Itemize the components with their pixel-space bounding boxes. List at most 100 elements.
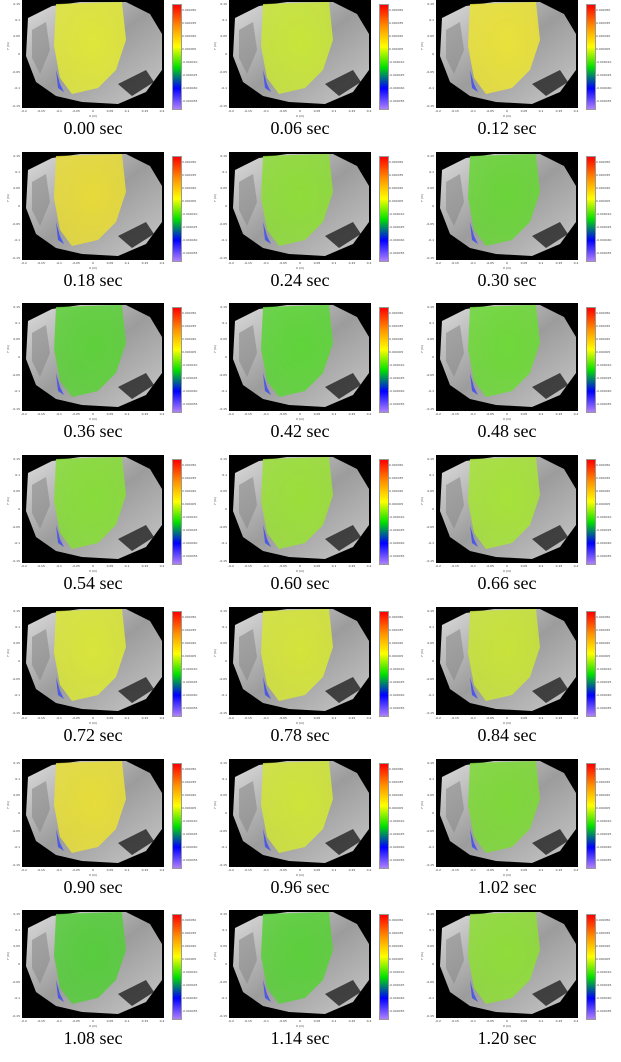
heatmap-overlay	[440, 912, 576, 1015]
y-tick-label: -0.15	[219, 407, 227, 412]
colorbar-ticks: 0.000050 0.000035 0.000020 0.000005 -0.00001…	[596, 305, 620, 413]
colorbar-tick-label: -0.000055	[389, 99, 405, 103]
frame-caption: 0.36 sec	[63, 421, 123, 442]
x-tick-label: 0.1	[331, 1019, 337, 1024]
colorbar-tick-label: -0.000055	[389, 402, 405, 407]
x-tick-label: 0	[506, 260, 508, 265]
x-axis-label: X (m)	[296, 114, 305, 118]
frame-panel: 0.15 0.1 0.05 0 -0.05 -0.1 -0.15 -0.2 -0.15 -0.1-…	[0, 303, 207, 455]
y-axis-label: Y (m)	[6, 41, 11, 51]
colorbar-tick-label: -0.000025	[389, 679, 405, 684]
y-axis-label: Y (m)	[6, 193, 11, 202]
y-tick-label: 0.05	[220, 337, 227, 342]
x-tick-label: 0	[299, 564, 301, 569]
colorbar-tick-label: 0.000050	[182, 463, 197, 468]
x-axis-label: X (m)	[296, 417, 305, 422]
y-tick-label: 0	[18, 810, 20, 815]
y-axis-ticks: 0.15 0.1 0.05 0 -0.05 -0.1 -0.15	[209, 607, 229, 715]
colorbar-tick-label: 0.000005	[182, 198, 197, 203]
x-axis-ticks: -0.2 -0.15 -0.1 -0.05 0 0.05 0.1 0.15 0.2	[21, 715, 164, 722]
y-axis-ticks: 0.15 0.1 0.05 0 -0.05 -0.1 -0.15	[2, 607, 22, 715]
x-tick-label: 0.05	[106, 109, 114, 113]
y-tick-label: -0.15	[426, 255, 434, 260]
y-tick-label: -0.05	[426, 980, 434, 985]
colorbar-tick-label: -0.000010	[389, 363, 405, 368]
x-tick-label: 0.2	[366, 109, 372, 113]
x-tick-label: -0.15	[451, 109, 459, 113]
heat-region	[54, 608, 126, 701]
x-tick-label: -0.1	[263, 867, 269, 872]
heatmap-plot	[22, 151, 164, 260]
y-axis-label: Y (m)	[420, 952, 425, 961]
y-axis-label: Y (m)	[213, 952, 218, 961]
y-axis-label: Y (m)	[213, 41, 218, 51]
y-tick-label: 0.05	[13, 640, 20, 645]
colorbar-tick-label: 0.000035	[389, 21, 404, 25]
y-tick-label: 0.1	[15, 169, 20, 174]
x-tick-label: 0.05	[106, 715, 114, 720]
colorbar-tick-label: 0.000020	[182, 792, 197, 797]
colorbar	[172, 610, 182, 717]
y-tick-label: -0.05	[426, 525, 434, 530]
y-tick-label: -0.15	[426, 710, 434, 715]
y-tick-label: 0.05	[427, 489, 434, 494]
colorbar-tick-label: -0.000040	[596, 237, 612, 242]
x-tick-label: -0.2	[228, 564, 234, 569]
colorbar-tick-label: 0.000035	[596, 476, 611, 481]
x-tick-label: 0.1	[331, 564, 337, 569]
x-axis-label: X (m)	[296, 872, 305, 877]
colorbar-tick-label: 0.000005	[182, 957, 197, 962]
colorbar-tick-label: 0.000020	[596, 489, 611, 494]
y-tick-label: -0.15	[219, 1014, 227, 1019]
frame-panel: 0.15 0.1 0.05 0 -0.05 -0.1 -0.15 -0.2 -0.15 -0.1-…	[414, 303, 621, 455]
x-tick-label: -0.2	[435, 715, 441, 720]
y-tick-label: 0.05	[220, 792, 227, 797]
x-axis-label: X (m)	[296, 265, 305, 270]
colorbar	[586, 914, 596, 1021]
frame-panel: 0.15 0.1 0.05 0 -0.05 -0.1 -0.15 -0.2 -0.15 -0.1-…	[0, 910, 207, 1062]
x-tick-label: -0.15	[244, 715, 252, 720]
x-tick-label: -0.15	[37, 564, 45, 569]
x-tick-label: -0.2	[228, 260, 234, 265]
frame-caption: 0.66 sec	[477, 573, 537, 594]
frame-caption: 0.00 sec	[63, 118, 123, 138]
y-tick-label: -0.1	[221, 237, 227, 242]
y-axis-ticks: 0.15 0.1 0.05 0 -0.05 -0.1 -0.15	[416, 303, 436, 411]
y-tick-label: 0.05	[427, 792, 434, 797]
x-tick-label: 0.05	[313, 1019, 321, 1024]
x-tick-label: -0.05	[279, 715, 287, 720]
y-tick-label: 0.15	[427, 608, 434, 613]
x-tick-label: -0.15	[244, 564, 252, 569]
colorbar-tick-label: -0.000040	[182, 692, 198, 697]
heatmap-overlay	[440, 608, 576, 711]
colorbar-ticks: 0.000050 0.000035 0.000020 0.000005 -0.00001…	[596, 609, 620, 717]
y-tick-label: 0.15	[13, 2, 20, 6]
x-tick-label: -0.2	[435, 260, 441, 265]
y-tick-label: 0	[225, 962, 227, 967]
x-tick-label: 0.2	[573, 260, 579, 265]
heat-region	[261, 457, 333, 550]
x-axis-ticks: -0.2 -0.15 -0.1 -0.05 0 0.05 0.1 0.15 0.2	[435, 260, 579, 267]
colorbar-tick-label: 0.000050	[389, 918, 404, 923]
x-tick-label: -0.2	[228, 715, 234, 720]
colorbar-ticks: 0.000050 0.000035 0.000020 0.000005 -0.00001…	[182, 154, 206, 262]
y-tick-label: 0.1	[429, 18, 434, 22]
colorbar-tick-label: -0.000040	[182, 996, 198, 1001]
frame-caption: 1.02 sec	[477, 876, 537, 897]
y-tick-label: -0.05	[12, 980, 20, 985]
heat-region	[468, 608, 540, 701]
x-axis-ticks: -0.2 -0.15 -0.1 -0.05 0 0.05 0.1 0.15 0.2	[228, 109, 372, 115]
y-tick-label: -0.15	[426, 104, 434, 108]
y-tick-label: 0	[432, 355, 434, 360]
y-tick-label: 0.05	[220, 34, 227, 38]
x-tick-label: 0.2	[159, 260, 165, 265]
y-tick-label: 0.15	[427, 760, 434, 765]
heatmap-overlay	[26, 608, 162, 711]
x-tick-label: -0.2	[435, 412, 441, 417]
y-axis-label: Y (m)	[420, 193, 425, 202]
x-tick-label: 0.2	[159, 867, 165, 872]
y-tick-label: 0.1	[15, 321, 20, 326]
x-tick-label: -0.1	[470, 260, 476, 265]
x-axis-label: X (m)	[89, 569, 98, 574]
x-tick-label: 0.05	[313, 260, 321, 265]
